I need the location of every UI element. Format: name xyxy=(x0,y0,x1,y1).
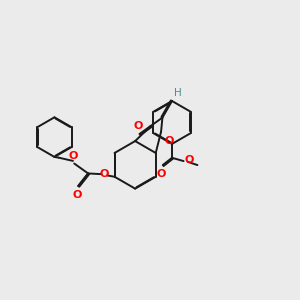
Text: O: O xyxy=(157,169,166,179)
Text: O: O xyxy=(185,155,194,165)
Text: O: O xyxy=(69,151,78,160)
Text: H: H xyxy=(174,88,182,98)
Text: O: O xyxy=(164,136,174,146)
Text: O: O xyxy=(99,169,109,179)
Text: O: O xyxy=(72,190,82,200)
Text: O: O xyxy=(134,121,143,131)
